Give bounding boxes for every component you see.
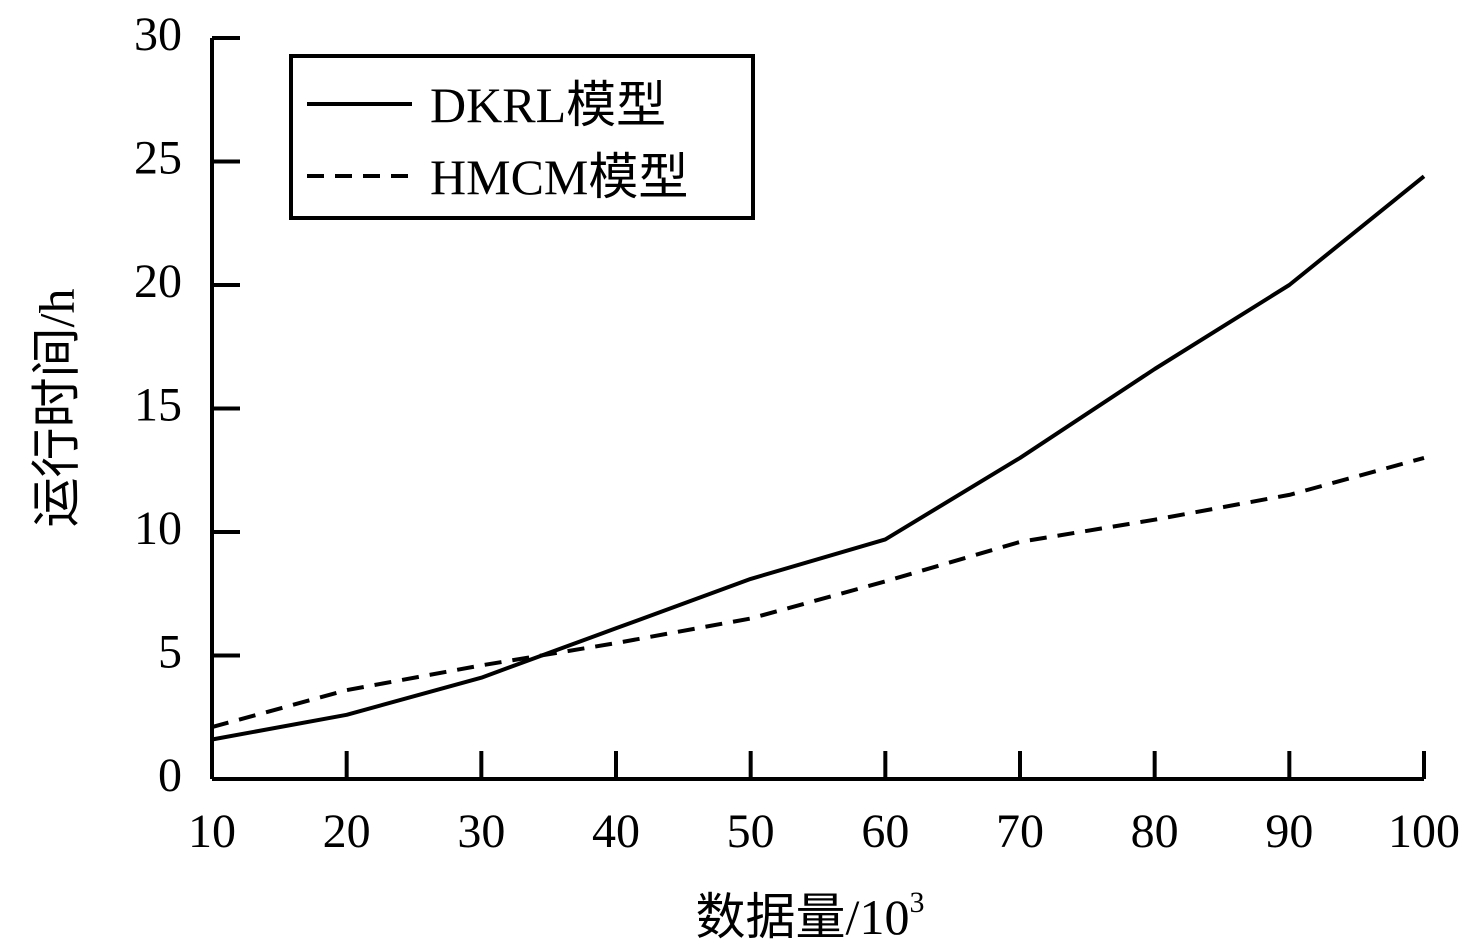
y-tick-label: 0: [158, 749, 182, 802]
legend-box: [289, 54, 755, 220]
x-tick-label: 30: [457, 805, 505, 858]
y-tick-label: 25: [134, 132, 182, 185]
x-axis-title-base: 数据量/10: [696, 889, 910, 945]
legend: DKRL模型 HMCM模型: [289, 54, 755, 220]
series-line-dkrl: [211, 174, 1426, 742]
series-lines: [211, 174, 1426, 742]
y-axis-title: 运行时间/h: [28, 289, 84, 528]
y-tick-label: 20: [134, 255, 182, 308]
series-line-hmcm: [211, 455, 1425, 730]
x-axis-title-superscript: 3: [909, 886, 924, 919]
x-tick-label: 10: [188, 805, 236, 858]
legend-label-dkrl: DKRL模型: [430, 77, 666, 133]
x-tick-label: 70: [996, 805, 1044, 858]
x-axis-title: 数据量/103: [696, 886, 925, 945]
x-tick-label: 20: [323, 805, 371, 858]
x-tick-label: 90: [1265, 805, 1313, 858]
y-tick-label: 15: [134, 379, 182, 432]
x-tick-label: 100: [1388, 805, 1460, 858]
axes: 0 5 10 15 20 25 30 10 20 30 40 50 60 70 80 90 100: [134, 8, 1460, 858]
legend-label-hmcm: HMCM模型: [430, 149, 688, 205]
x-tick-label: 40: [592, 805, 640, 858]
x-tick-label: 60: [861, 805, 909, 858]
y-tick-label: 10: [134, 502, 182, 555]
y-tick-label: 30: [134, 8, 182, 61]
y-tick-label: 5: [158, 626, 182, 679]
x-tick-label: 50: [727, 805, 775, 858]
x-tick-label: 80: [1131, 805, 1179, 858]
